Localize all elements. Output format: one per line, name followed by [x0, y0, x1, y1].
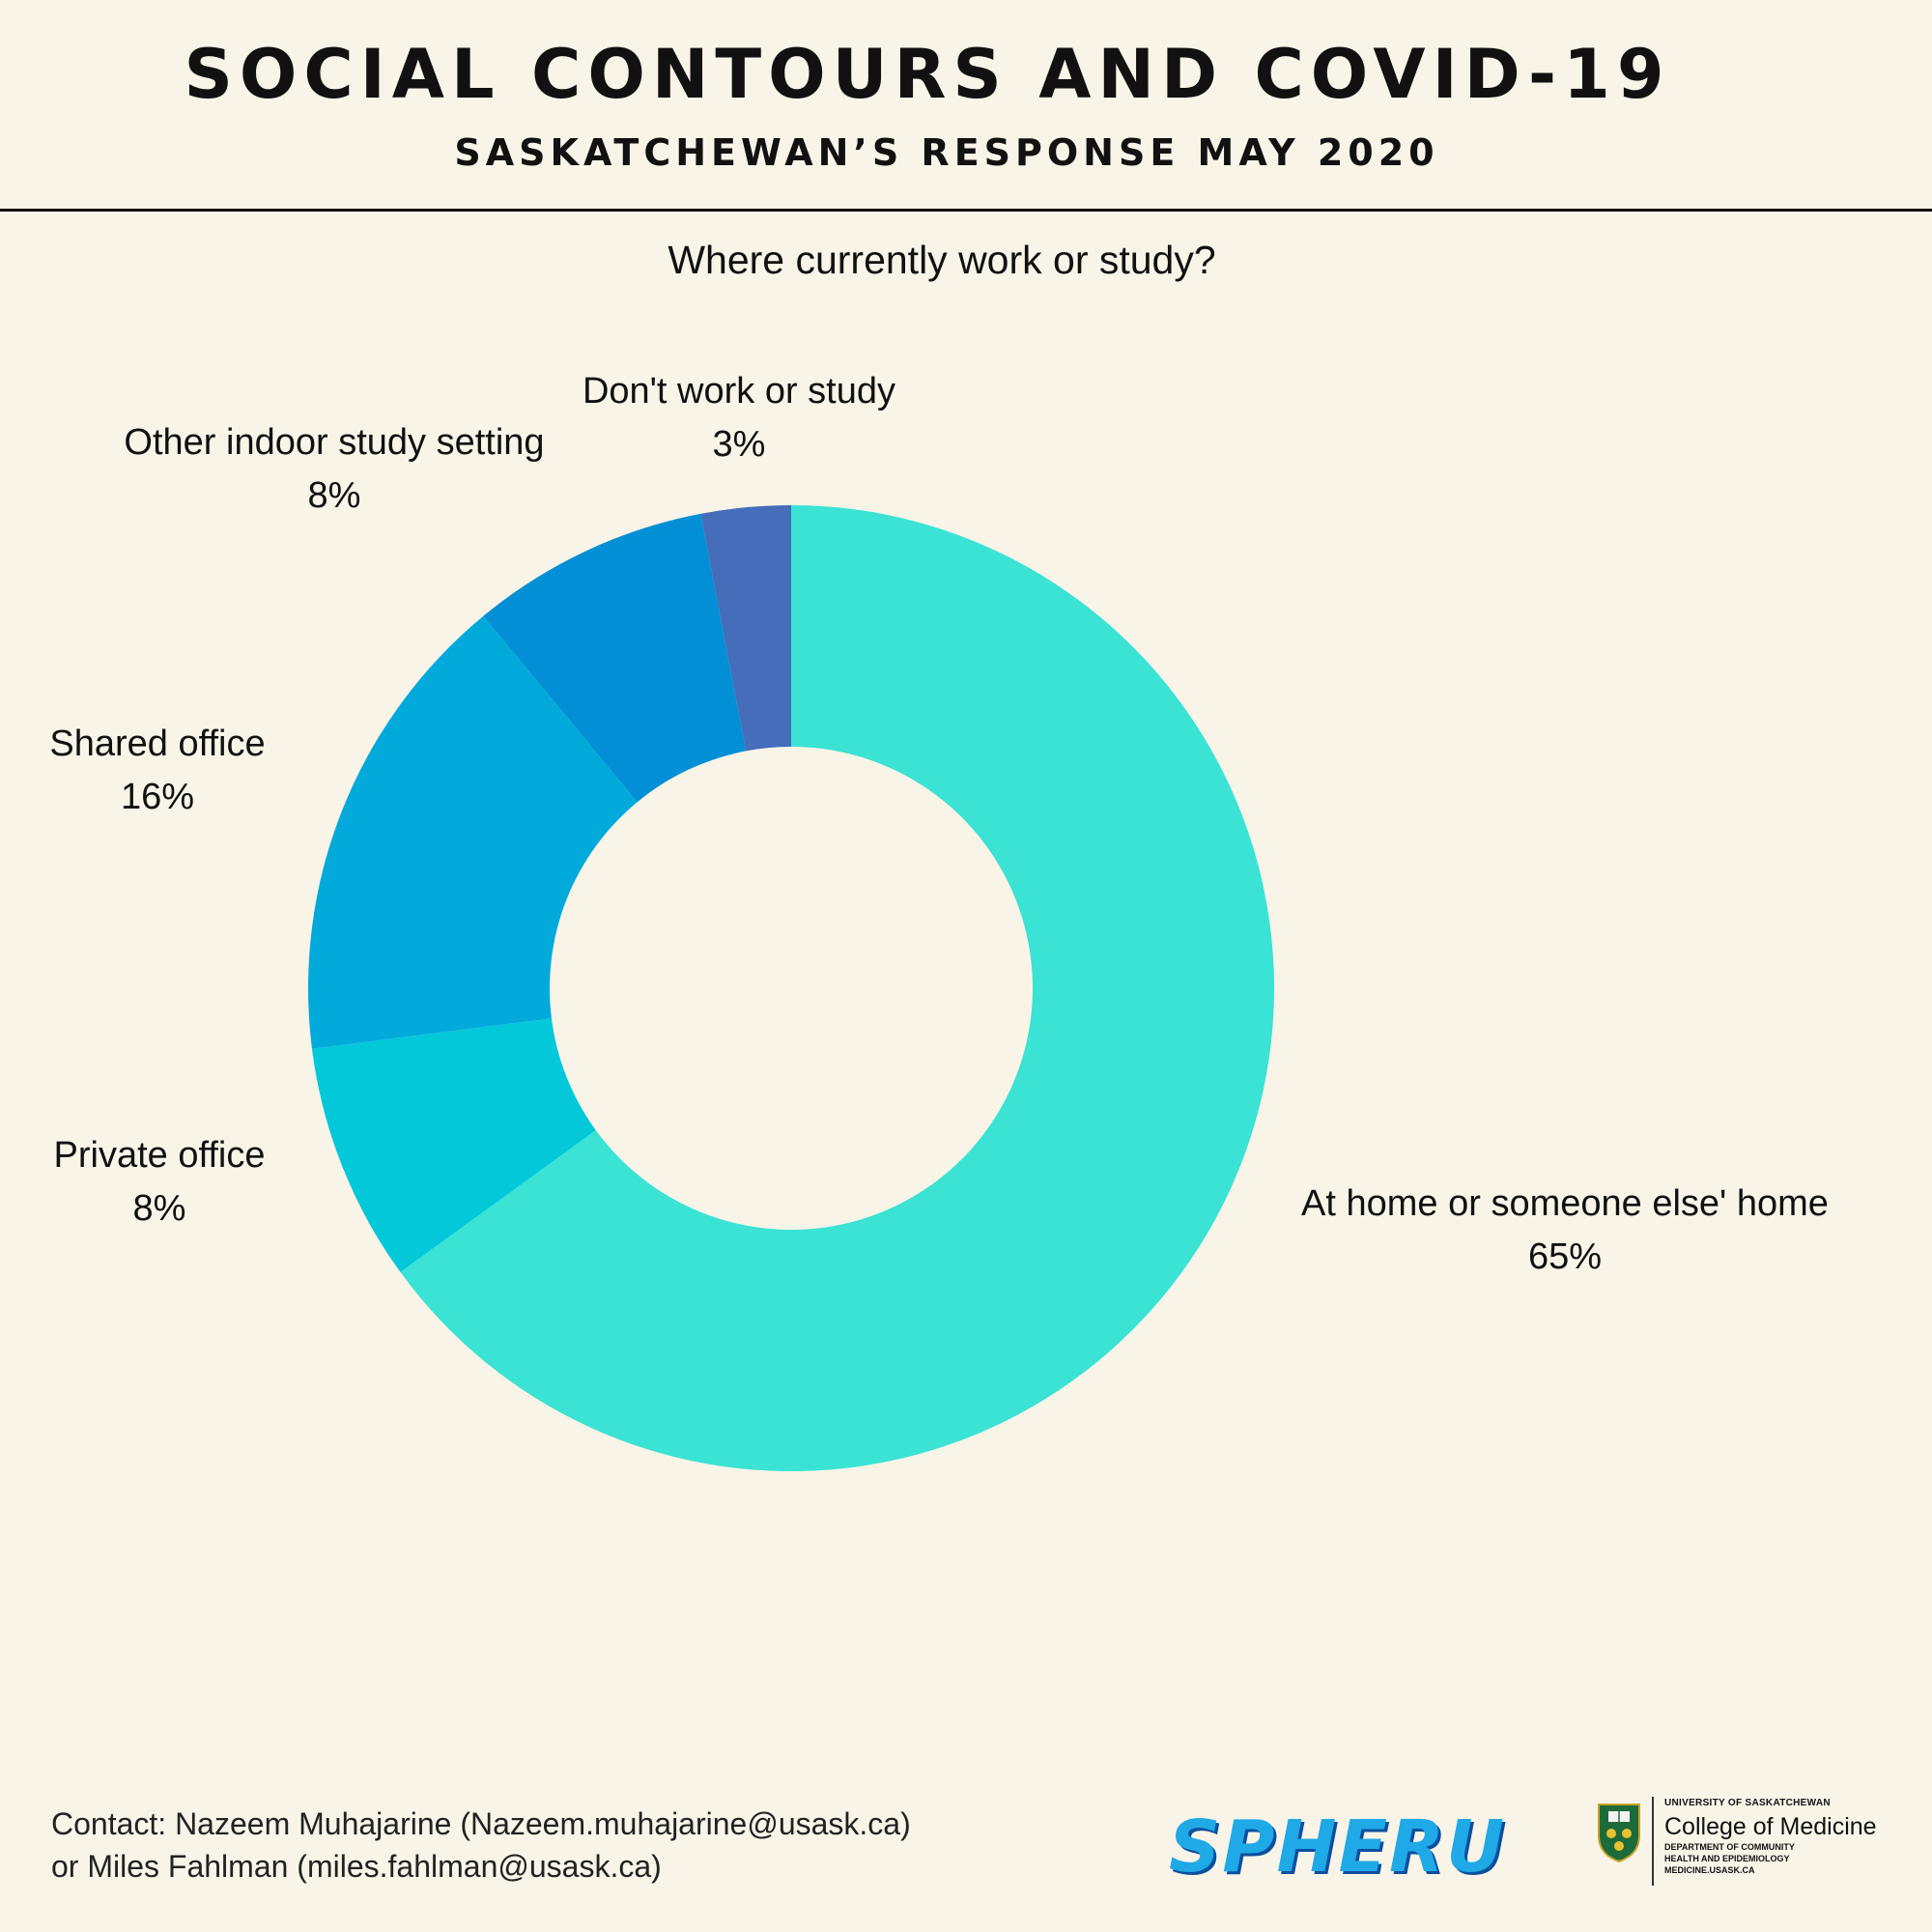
slice-don-t-work-or-study: [700, 505, 791, 752]
university-name: UNIVERSITY OF SASKATCHEWAN: [1664, 1798, 1831, 1808]
logo-area: SPHERU UNIVERSITY OF SASKATCHEWAN Colleg…: [1169, 1797, 1903, 1893]
slice-at-home-or-someone-else-home: [400, 505, 1274, 1471]
slice-value-label: 8%: [133, 1188, 186, 1229]
slice-label: At home or someone else' home: [1301, 1183, 1829, 1224]
contact-line-2: or Miles Fahlman (miles.fahlman@usask.ca…: [51, 1849, 662, 1884]
slice-label: Shared office: [49, 724, 265, 764]
college-website: MEDICINE.USASK.CA: [1664, 1865, 1755, 1875]
logo-divider: [1652, 1797, 1654, 1886]
slice-label: Don't work or study: [582, 371, 895, 412]
slice-private-office: [311, 1018, 596, 1272]
header-divider: [0, 209, 1932, 212]
slice-other-indoor-study-setting: [483, 513, 747, 803]
university-crest-icon: [1598, 1804, 1640, 1862]
contact-info: Contact: Nazeem Muhajarine (Nazeem.muhaj…: [51, 1803, 911, 1888]
slice-label: Other indoor study setting: [124, 422, 544, 463]
slice-shared-office: [308, 615, 638, 1049]
spheru-logo: SPHERU: [1169, 1805, 1507, 1889]
contact-line-1: Contact: Nazeem Muhajarine (Nazeem.muhaj…: [51, 1806, 911, 1841]
slice-label: Private office: [54, 1135, 266, 1176]
college-logo: UNIVERSITY OF SASKATCHEWAN College of Me…: [1664, 1797, 1906, 1876]
chart-title: Where currently work or study?: [668, 238, 1216, 282]
college-name: College of Medicine: [1664, 1813, 1877, 1840]
slice-value-label: 3%: [713, 424, 766, 465]
slice-value-label: 16%: [121, 777, 194, 817]
slice-value-label: 8%: [308, 475, 361, 516]
department-line-2: HEALTH AND EPIDEMIOLOGY: [1664, 1854, 1790, 1863]
page-title: SOCIAL CONTOURS AND COVID-19: [184, 35, 1671, 114]
slice-value-label: 65%: [1528, 1236, 1602, 1277]
page-subtitle: SASKATCHEWAN’S RESPONSE MAY 2020: [454, 131, 1439, 174]
department-line-1: DEPARTMENT OF COMMUNITY: [1664, 1842, 1795, 1852]
